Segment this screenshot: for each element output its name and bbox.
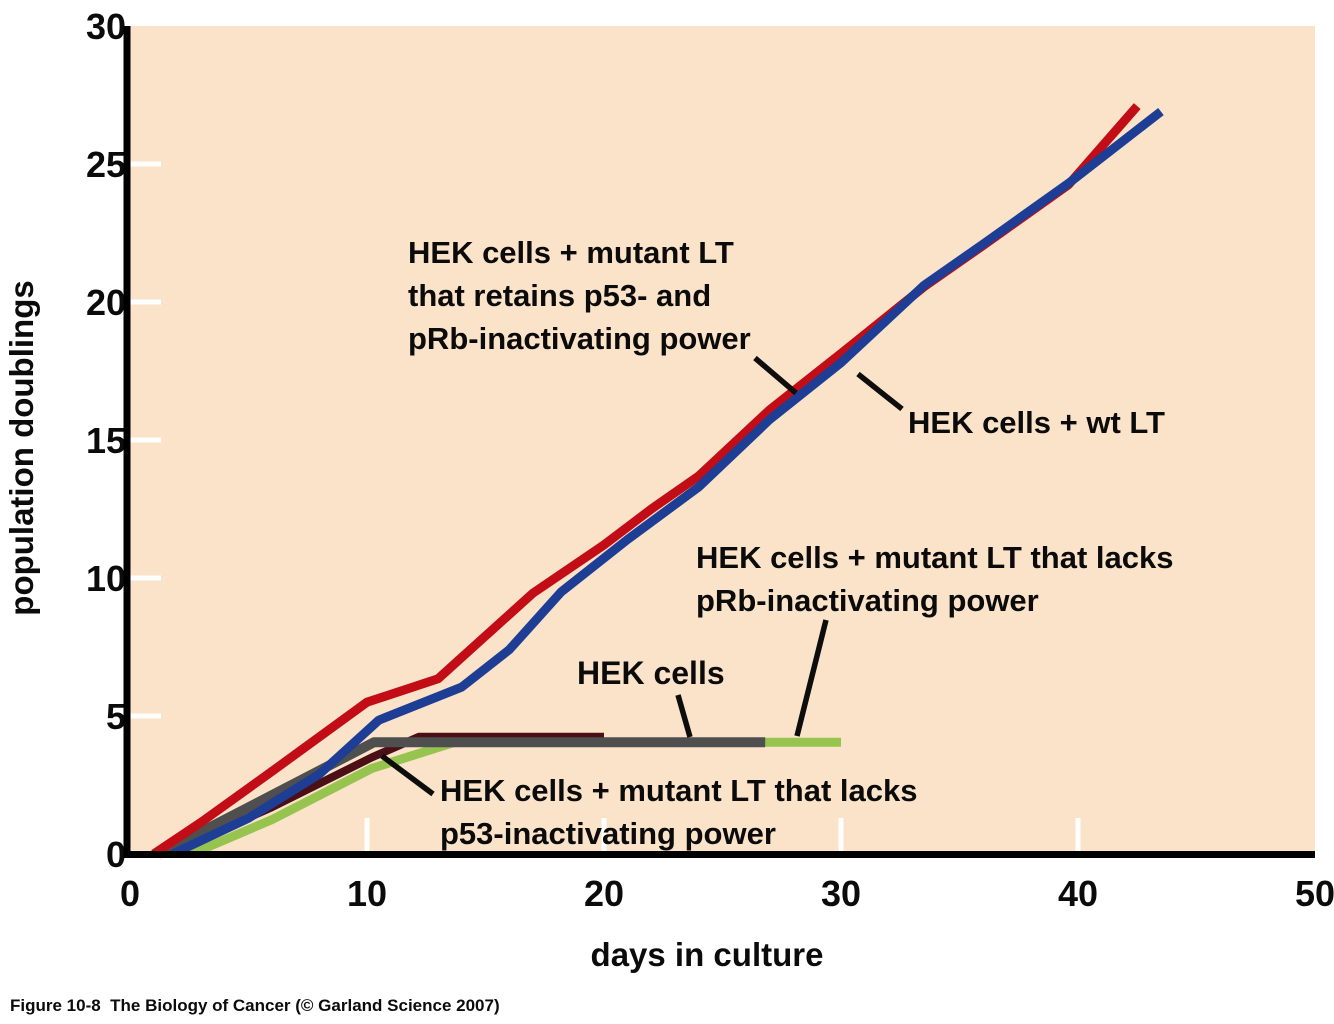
label-lacks-p53-line1: HEK cells + mutant LT that lacks <box>440 773 917 808</box>
x-tick-20 <box>601 818 607 851</box>
label-retains-line3: pRb-inactivating power <box>408 321 751 356</box>
series-line-wt <box>170 108 1164 859</box>
y-tick-5 <box>130 713 161 719</box>
pointer-wt-label <box>856 371 904 412</box>
y-axis-line <box>123 26 131 858</box>
plot-area <box>130 26 1315 854</box>
figure-caption: Figure 10-8 The Biology of Cancer (© Gar… <box>10 996 500 1015</box>
x-tick-label-20: 20 <box>584 873 624 914</box>
x-tick-10 <box>364 818 370 851</box>
label-hek: HEK cells <box>577 655 725 691</box>
label-wt: HEK cells + wt LT <box>908 405 1165 440</box>
y-tick-label-20: 20 <box>86 282 126 323</box>
y-tick-label-10: 10 <box>86 558 126 599</box>
x-axis-title: days in culture <box>591 936 824 973</box>
label-lacks-p53-line2: p53-inactivating power <box>440 816 776 851</box>
x-tick-label-50: 50 <box>1295 873 1334 914</box>
label-retains-line1: HEK cells + mutant LT <box>408 235 734 270</box>
x-tick-label-30: 30 <box>821 873 861 914</box>
pointer-lacks-p53-label <box>380 753 435 797</box>
y-tick-10 <box>130 575 161 581</box>
x-tick-label-40: 40 <box>1058 873 1098 914</box>
x-tick-30 <box>838 818 844 851</box>
pointer-hek-label <box>675 694 693 738</box>
pointer-lacks-prb-label <box>794 619 829 737</box>
label-retains-line2: that retains p53- and <box>408 278 711 313</box>
x-tick-label-0: 0 <box>120 873 140 914</box>
y-tick-25 <box>130 161 161 167</box>
y-tick-label-15: 15 <box>86 420 126 461</box>
y-tick-15 <box>130 437 161 443</box>
y-tick-label-30: 30 <box>86 6 126 47</box>
series-line-hek <box>156 737 766 859</box>
y-tick-label-25: 25 <box>86 144 126 185</box>
y-tick-20 <box>130 299 161 305</box>
y-axis-title: population doublings <box>3 280 40 615</box>
x-tick-40 <box>1075 818 1081 851</box>
label-lacks-prb-line1: HEK cells + mutant LT that lacks <box>696 540 1173 575</box>
y-tick-label-0: 0 <box>106 834 126 875</box>
pointer-retains-label <box>753 355 798 396</box>
x-tick-label-10: 10 <box>347 873 387 914</box>
x-axis-line <box>123 851 1315 858</box>
label-lacks-prb-line2: pRb-inactivating power <box>696 583 1039 618</box>
y-tick-label-5: 5 <box>106 696 126 737</box>
plot-layers: 0 5 10 15 20 25 30 0 10 20 30 40 50 <box>86 6 1334 914</box>
